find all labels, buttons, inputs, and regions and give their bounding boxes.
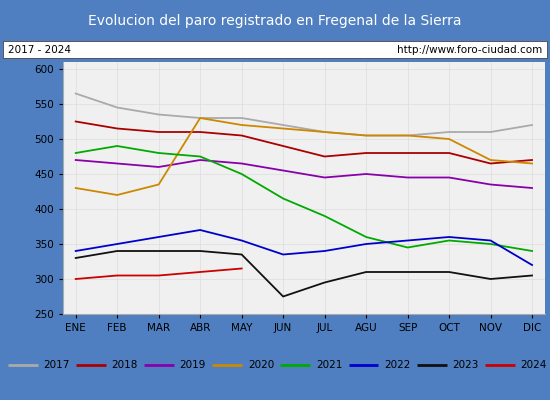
Text: 2019: 2019 xyxy=(180,360,206,370)
Text: 2022: 2022 xyxy=(384,360,410,370)
Text: 2017: 2017 xyxy=(43,360,70,370)
Text: http://www.foro-ciudad.com: http://www.foro-ciudad.com xyxy=(397,45,542,55)
Text: 2018: 2018 xyxy=(112,360,138,370)
Text: Evolucion del paro registrado en Fregenal de la Sierra: Evolucion del paro registrado en Fregena… xyxy=(88,14,462,28)
Text: 2021: 2021 xyxy=(316,360,342,370)
Text: 2020: 2020 xyxy=(248,360,274,370)
Text: 2024: 2024 xyxy=(520,360,546,370)
Text: 2023: 2023 xyxy=(452,360,478,370)
Text: 2017 - 2024: 2017 - 2024 xyxy=(8,45,71,55)
